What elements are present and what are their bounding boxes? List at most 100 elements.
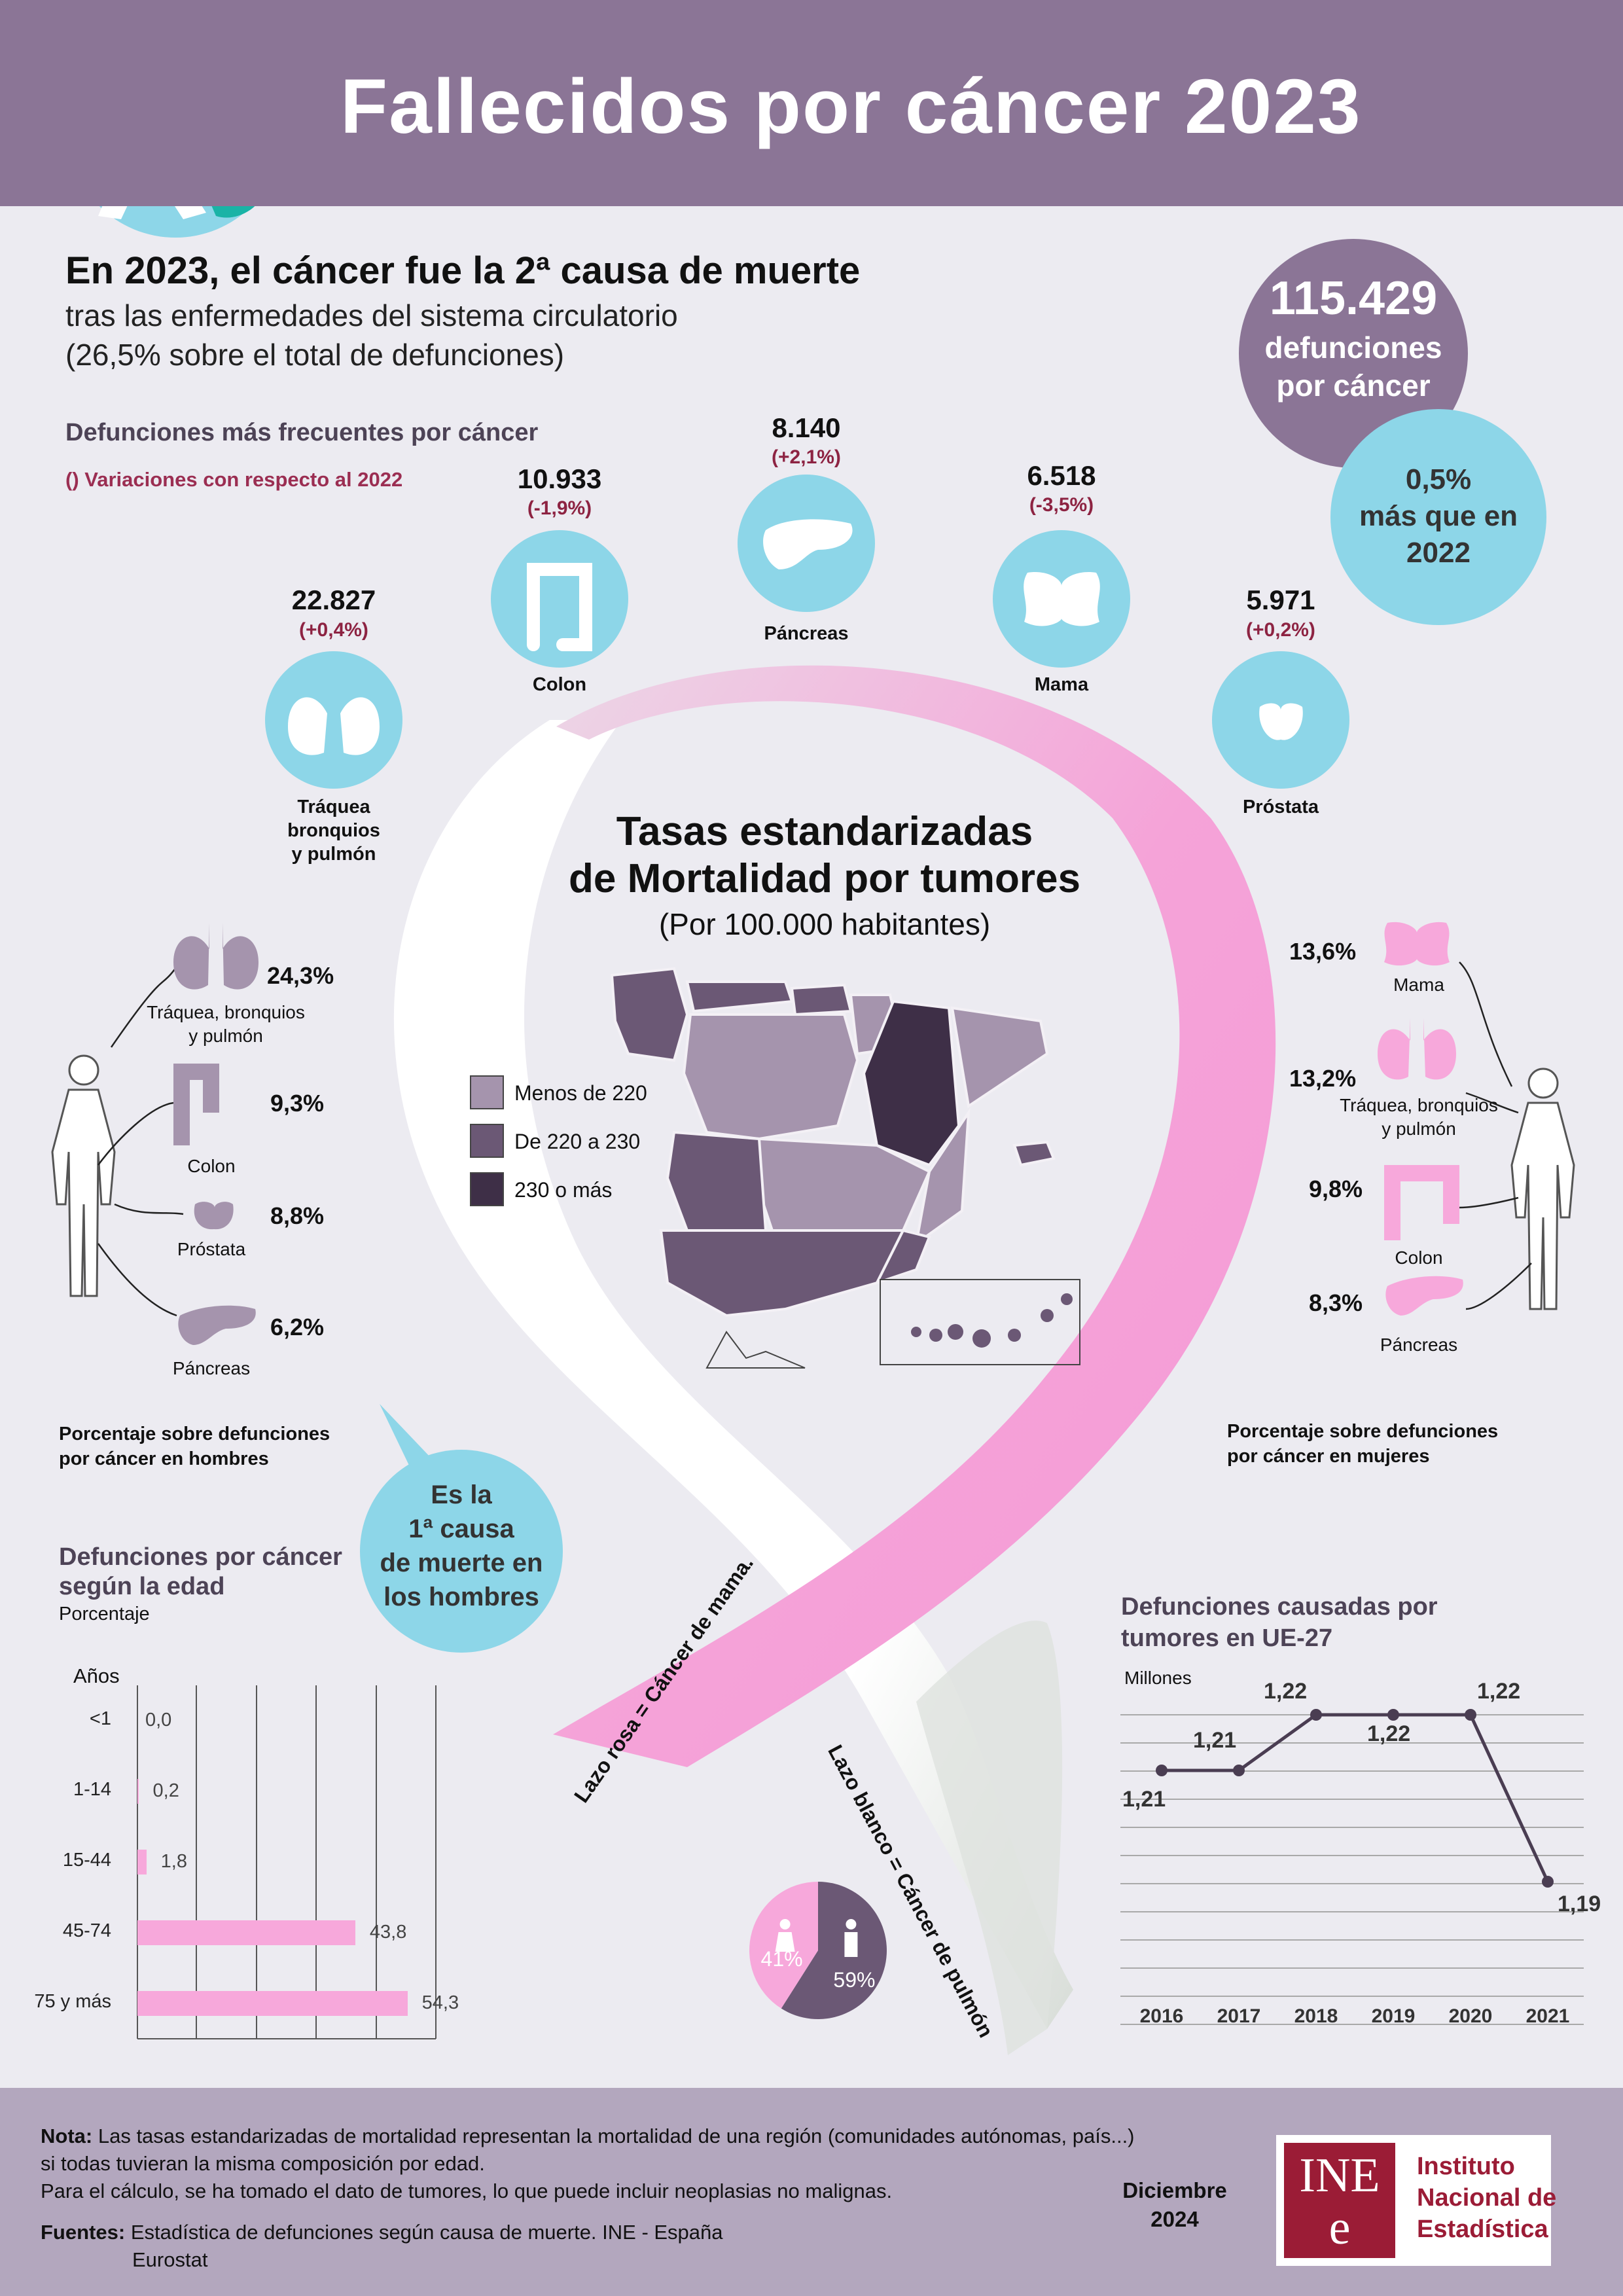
- age-bar: [137, 1991, 408, 2016]
- age-category-label: 1-14: [73, 1779, 111, 1800]
- eu-year-label: 2016: [1140, 2005, 1184, 2027]
- women-lungs-pct: 13,2%: [1289, 1065, 1357, 1092]
- eu-series-line: [1162, 1713, 1550, 1883]
- region-aragon: [862, 999, 961, 1167]
- eu-year-label: 2019: [1372, 2005, 1416, 2027]
- lungs-label-3: y pulmón: [291, 844, 376, 865]
- region-castilla-leon: [682, 1013, 859, 1141]
- colon-icon: [527, 563, 592, 651]
- women-pancreas-pct: 8,3%: [1309, 1289, 1363, 1316]
- publication-date: Diciembre 2024: [1106, 2176, 1243, 2234]
- pink-ribbon: [553, 665, 1276, 1768]
- colon-label: Colon: [532, 674, 587, 695]
- men-pancreas-label: Páncreas: [172, 1358, 251, 1378]
- canary-islands: [911, 1293, 1073, 1348]
- men-lungs-label-1: Tráquea, bronquios: [147, 1002, 305, 1022]
- change-line1: 0,5%: [1405, 463, 1472, 495]
- women-caption-line1: Porcentaje sobre defunciones: [1227, 1421, 1499, 1442]
- region-pais-vasco: [790, 983, 853, 1016]
- age-bar: [137, 1779, 139, 1804]
- footer-sources: Fuentes: Estadística de defunciones segú…: [41, 2219, 723, 2274]
- men-prostate-icon: [194, 1202, 234, 1230]
- eu-data-point: [1233, 1765, 1245, 1776]
- pancreas-icon: [763, 519, 853, 569]
- eu-chart-axis-label: Millones: [1124, 1668, 1192, 1688]
- ceuta-melilla-inset: [705, 1331, 806, 1369]
- legend-swatch-high: [470, 1172, 504, 1206]
- women-lungs-label-2: y pulmón: [1382, 1119, 1456, 1139]
- note-text: Las tasas estandarizadas de mortalidad r…: [98, 2125, 1135, 2147]
- breast-label: Mama: [1034, 674, 1089, 695]
- eu-data-point: [1156, 1765, 1168, 1776]
- white-ribbon: [393, 720, 1073, 2029]
- speech-bubble-text: Es la 1ª causa de muerte en los hombres: [363, 1478, 560, 1614]
- age-category-label: <1: [89, 1708, 111, 1729]
- legend-label-high: 230 o más: [514, 1178, 613, 1202]
- source-1: Estadística de defunciones según causa d…: [130, 2221, 723, 2244]
- total-deaths-number: 115.429: [1269, 272, 1438, 325]
- footer-note-line2: si todas tuvieran la misma composición p…: [41, 2152, 485, 2175]
- org-line1: Instituto: [1417, 2153, 1515, 2180]
- eu-data-label: 1,19: [1558, 1892, 1601, 1916]
- ine-org-name: Instituto Nacional de Estadística: [1417, 2151, 1556, 2245]
- map-title-line2: de Mortalidad por tumores: [569, 856, 1080, 901]
- speech-line1: Es la: [431, 1480, 492, 1509]
- male-body-icon: [51, 1054, 116, 1297]
- prostate-label: Próstata: [1242, 797, 1319, 817]
- pancreas-value: 8.140: [772, 412, 841, 443]
- men-pancreas-pct: 6,2%: [270, 1314, 325, 1340]
- pie-slice-men: [781, 1882, 887, 2019]
- change-line2: más que en: [1359, 500, 1518, 532]
- women-colon-pct: 9,8%: [1309, 1175, 1363, 1202]
- total-deaths-bubble: [1239, 239, 1468, 468]
- men-prostate-label: Próstata: [177, 1239, 246, 1259]
- pancreas-label: Páncreas: [764, 623, 849, 644]
- women-breast-label: Mama: [1393, 975, 1444, 995]
- note-label: Nota:: [41, 2125, 93, 2147]
- age-chart-subtitle: Porcentaje: [59, 1604, 150, 1624]
- women-breast-icon: [1384, 922, 1450, 966]
- woman-icon: [775, 1919, 795, 1952]
- footer-note-line1: Nota: Las tasas estandarizadas de mortal…: [41, 2123, 1135, 2150]
- footer-note: Nota: Las tasas estandarizadas de mortal…: [41, 2123, 1135, 2205]
- eu-chart-title-2: tumores en UE-27: [1121, 1624, 1333, 1652]
- lungs-label-1: Tráquea: [297, 797, 370, 817]
- women-breast-pct: 13,6%: [1289, 938, 1357, 965]
- source-2: Eurostat: [132, 2248, 208, 2271]
- eu-data-point: [1465, 1709, 1476, 1721]
- org-line2: Nacional de: [1417, 2184, 1557, 2212]
- men-lungs-icon: [173, 923, 259, 990]
- women-colon-icon: [1384, 1165, 1459, 1240]
- footer-note-line3: Para el cálculo, se ha tomado el dato de…: [41, 2179, 893, 2202]
- men-lungs-label-2: y pulmón: [188, 1026, 263, 1046]
- women-pancreas-label: Páncreas: [1380, 1335, 1458, 1355]
- org-line3: Estadística: [1417, 2215, 1548, 2243]
- women-lungs-icon: [1378, 1018, 1456, 1080]
- gender-pie-chart: 59%41%: [749, 1882, 887, 2019]
- age-chart-grid: [137, 1685, 437, 2039]
- breast-icon: [1024, 572, 1100, 626]
- eu-data-point: [1310, 1709, 1322, 1721]
- region-cataluna: [950, 1006, 1049, 1109]
- ine-logo-bottom: e: [1329, 2201, 1351, 2255]
- variation-note: () Variaciones con respecto al 2022: [65, 468, 403, 491]
- prostate-icon: [1259, 703, 1303, 740]
- eu-data-label: 1,21: [1122, 1787, 1166, 1812]
- female-body-icon: [1510, 1067, 1575, 1310]
- eu-data-point: [1387, 1709, 1399, 1721]
- legend-swatch-low: [470, 1075, 504, 1109]
- speech-line4: los hombres: [383, 1583, 539, 1611]
- eu-chart-title-1: Defunciones causadas por: [1121, 1593, 1438, 1621]
- eu-data-point: [1542, 1876, 1554, 1888]
- men-caption-line2: por cáncer en hombres: [59, 1448, 269, 1469]
- sources-label: Fuentes:: [41, 2221, 126, 2244]
- headline: En 2023, el cáncer fue la 2ª causa de mu…: [65, 249, 861, 292]
- eu-year-label: 2017: [1217, 2005, 1261, 2027]
- age-chart-axis-label: Años: [73, 1664, 120, 1687]
- header-bar: [0, 0, 1623, 206]
- age-bar: [137, 1850, 147, 1874]
- eu-year-label: 2020: [1449, 2005, 1493, 2027]
- region-galicia: [610, 967, 689, 1062]
